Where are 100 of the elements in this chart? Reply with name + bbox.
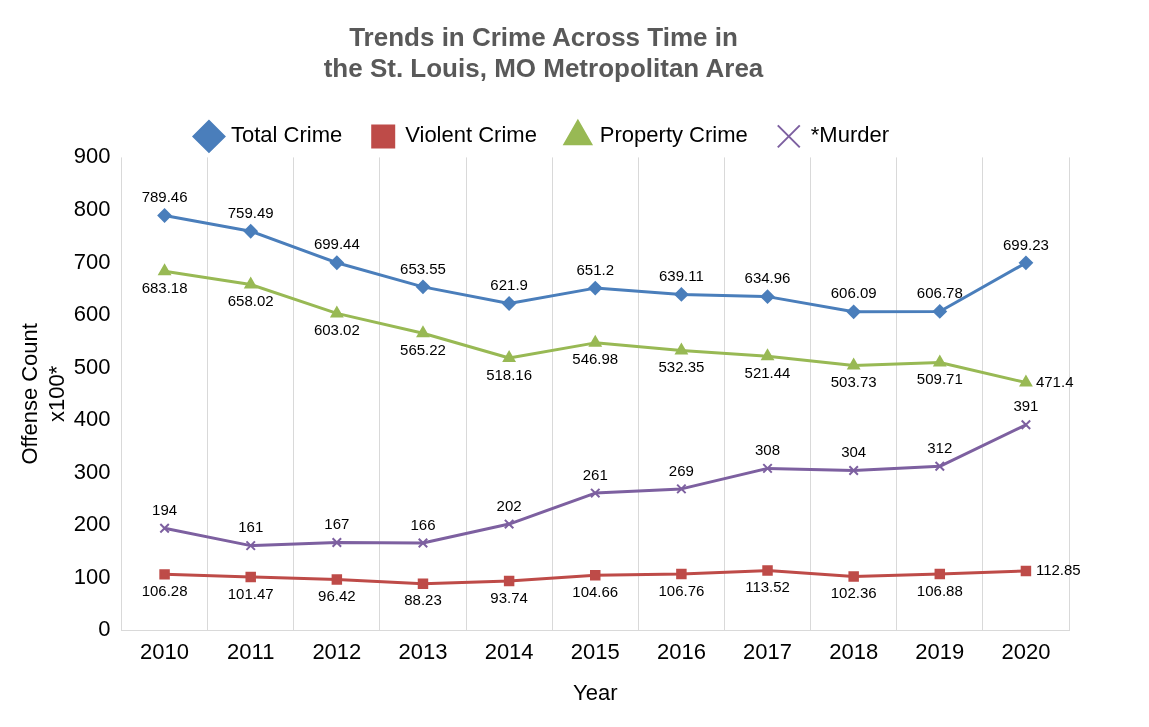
- x-tick-label: 2017: [743, 639, 792, 665]
- point: [848, 571, 859, 582]
- data-label: 521.44: [744, 363, 791, 381]
- data-label: 391: [1013, 397, 1039, 415]
- y-tick-label: 500: [73, 353, 111, 379]
- y-tick-label: 400: [73, 406, 111, 432]
- data-label: 202: [496, 496, 522, 514]
- point: [934, 461, 946, 472]
- data-label: 112.85: [1035, 561, 1081, 579]
- data-label: 621.9: [490, 276, 528, 294]
- point: [245, 540, 256, 551]
- x-tick-label: 2011: [227, 639, 275, 665]
- x-tick-label: 2020: [1001, 639, 1051, 665]
- y-tick-label: 900: [73, 143, 111, 169]
- point: [416, 326, 430, 338]
- data-label: 471.4: [1035, 372, 1074, 390]
- point: [415, 279, 430, 294]
- point: [676, 568, 687, 580]
- point: [503, 518, 515, 530]
- point: [761, 349, 774, 361]
- y-axis-title: Offense Count x100*: [17, 323, 69, 465]
- x-tick-label: 2015: [570, 639, 620, 665]
- y-tick-label: 100: [73, 563, 111, 589]
- point: [243, 224, 258, 239]
- point: [417, 537, 429, 549]
- data-label: 113.52: [745, 578, 790, 596]
- point: [502, 350, 516, 362]
- point: [848, 465, 859, 476]
- data-label: 759.49: [227, 203, 274, 221]
- legend-label: Violent Crime: [405, 122, 537, 148]
- data-label: 106.88: [916, 581, 963, 599]
- point: [588, 281, 603, 296]
- point: [1018, 255, 1033, 270]
- x-tick-label: 2012: [312, 639, 362, 665]
- y-tick-label: 0: [98, 616, 111, 642]
- y-tick-label: 800: [73, 196, 111, 221]
- data-label: 102.36: [830, 584, 877, 602]
- data-label: 312: [927, 438, 953, 456]
- legend-label: Property Crime: [599, 122, 748, 148]
- data-label: 546.98: [572, 350, 619, 368]
- data-label: 101.47: [227, 584, 274, 602]
- x-tick-label: 2010: [140, 639, 190, 665]
- point: [329, 255, 344, 270]
- point: [245, 571, 256, 583]
- point: [502, 296, 517, 311]
- data-label: 106.28: [141, 582, 188, 600]
- data-label: 518.16: [486, 365, 533, 383]
- chart-title: Trends in Crime Across Time in the St. Louis, MO Metropolitan Area: [323, 21, 764, 83]
- point: [244, 277, 257, 289]
- data-label: 653.55: [400, 259, 446, 277]
- x-axis-title: Year: [573, 679, 618, 705]
- point: [159, 569, 170, 580]
- y-tick-label: 300: [73, 458, 111, 484]
- point: [674, 287, 689, 302]
- point: [762, 565, 773, 576]
- point: [417, 578, 429, 590]
- data-label: 606.78: [916, 284, 963, 302]
- point: [846, 304, 861, 319]
- point: [675, 343, 688, 355]
- y-tick-label: 200: [73, 511, 111, 537]
- point: [158, 264, 171, 276]
- point: [847, 358, 860, 370]
- data-label: 269: [668, 461, 694, 479]
- x-tick-label: 2019: [915, 639, 965, 665]
- data-label: 261: [582, 465, 608, 483]
- point: [157, 208, 172, 223]
- data-label: 639.11: [659, 267, 704, 285]
- data-label: 106.76: [658, 581, 705, 599]
- x-tick-label: 2014: [484, 639, 534, 665]
- point: [676, 483, 687, 495]
- x-tick-label: 2018: [829, 639, 879, 665]
- point: [331, 537, 343, 548]
- point: [933, 355, 946, 367]
- data-label: 166: [410, 515, 436, 533]
- data-label: 683.18: [141, 278, 188, 296]
- data-label: 565.22: [400, 340, 446, 358]
- point: [503, 575, 515, 587]
- data-label: 532.35: [658, 358, 705, 376]
- point: [331, 574, 343, 585]
- data-label: 509.71: [916, 370, 963, 388]
- point: [1020, 419, 1032, 431]
- data-label: 634.96: [744, 269, 791, 287]
- point: [934, 568, 946, 580]
- data-label: 603.02: [313, 321, 360, 339]
- data-label: 308: [755, 441, 781, 459]
- data-label: 96.42: [318, 587, 356, 605]
- data-label: 606.09: [830, 284, 877, 302]
- x-tick-label: 2013: [398, 639, 448, 665]
- point: [762, 463, 773, 474]
- data-label: 194: [152, 500, 178, 518]
- point: [590, 569, 601, 581]
- point: [590, 487, 601, 499]
- point: [159, 523, 170, 534]
- data-label: 161: [238, 518, 264, 536]
- legend-label: Total Crime: [230, 122, 343, 148]
- data-label: 88.23: [404, 591, 442, 609]
- data-label: 167: [324, 515, 350, 533]
- y-tick-label: 600: [73, 301, 111, 327]
- point: [330, 306, 344, 318]
- data-label: 699.44: [313, 235, 360, 253]
